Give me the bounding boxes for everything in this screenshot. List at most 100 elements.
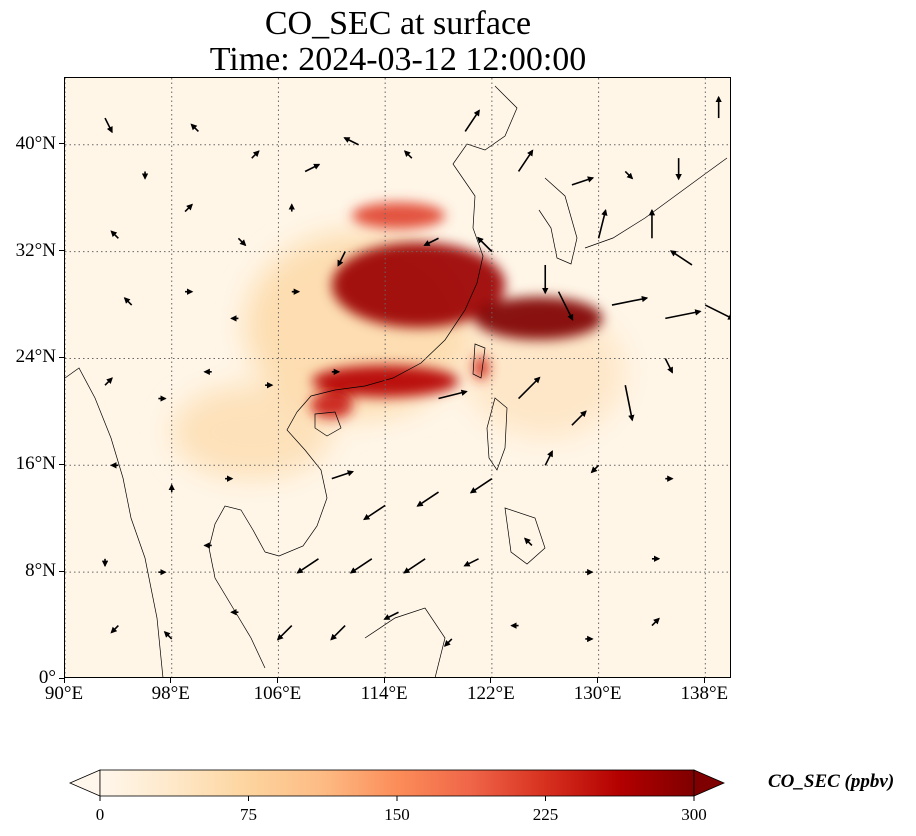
wind-arrow xyxy=(611,295,649,306)
lon-tick-label: 98°E xyxy=(151,683,190,704)
co-field-core-layer xyxy=(310,202,603,419)
lon-tick-label: 90°E xyxy=(44,683,84,704)
wind-arrow xyxy=(571,176,595,186)
wind-arrow xyxy=(337,251,346,267)
co-field-north-china-plain-plume xyxy=(331,242,506,328)
wind-arrow xyxy=(423,237,439,246)
lat-tick-mark xyxy=(59,250,64,252)
co-field-east-china-sea-band xyxy=(474,297,603,340)
wind-arrow xyxy=(557,291,574,321)
wind-arrow xyxy=(704,304,730,320)
wind-arrow xyxy=(517,149,534,172)
wind-arrow xyxy=(443,638,453,647)
wind-arrow xyxy=(343,137,359,146)
lat-tick-mark xyxy=(59,356,64,358)
coastline-hainan xyxy=(314,411,342,437)
lat-tick-label: 40°N xyxy=(15,132,56,154)
coastline-mindanao xyxy=(504,507,546,565)
colorbar-tick-label: 0 xyxy=(95,805,105,824)
lat-tick-mark xyxy=(59,677,64,679)
wind-arrow xyxy=(544,450,553,466)
co-field-pacific-outflow-haze xyxy=(465,305,626,439)
coastline-taiwan xyxy=(472,343,486,379)
colorbar-gradient xyxy=(99,769,695,797)
lat-tick-label: 0° xyxy=(38,667,56,688)
colorbar-tick-label: 225 xyxy=(532,805,559,824)
wind-arrow xyxy=(523,537,533,547)
co-field-northern-patch xyxy=(351,202,446,229)
coastline-korea xyxy=(538,177,578,265)
lon-tick-mark xyxy=(597,678,599,683)
coastline-gulf-of-thailand xyxy=(208,505,266,669)
map-title-line-1: CO_SEC at surface xyxy=(264,5,532,42)
wind-arrow xyxy=(651,617,660,627)
map-title-line-2: Time: 2024-03-12 12:00:00 xyxy=(209,41,587,78)
wind-arrow xyxy=(237,237,247,247)
wind-arrow xyxy=(403,150,413,159)
wind-arrow xyxy=(669,250,693,266)
wind-arrow xyxy=(469,478,493,494)
colorbar-tick-label: 300 xyxy=(681,805,707,824)
wind-arrow xyxy=(104,377,113,386)
lon-tick-mark xyxy=(63,678,65,683)
colorbar-ticks xyxy=(99,796,695,801)
wind-arrow xyxy=(363,504,386,521)
lon-tick-label: 114°E xyxy=(360,683,408,704)
lon-tick-mark xyxy=(276,678,278,683)
wind-arrow xyxy=(296,558,319,574)
wind-arrow xyxy=(664,358,674,374)
lat-tick-label: 8°N xyxy=(25,560,56,582)
colorbar-extend-min xyxy=(68,769,101,797)
coastline-vietnam xyxy=(264,411,328,557)
wind-arrow xyxy=(383,611,399,620)
wind-arrow xyxy=(476,236,493,253)
lat-tick-mark xyxy=(59,570,64,572)
wind-arrow xyxy=(416,491,439,507)
coastline-myanmar xyxy=(65,367,164,677)
lat-tick-label: 24°N xyxy=(15,346,56,368)
wind-arrow xyxy=(190,123,199,132)
wind-arrow xyxy=(110,230,119,239)
colorbar-tick-label: 75 xyxy=(240,805,257,824)
lon-tick-mark xyxy=(383,678,385,683)
lon-tick-mark xyxy=(490,678,492,683)
wind-arrow xyxy=(624,170,634,180)
wind-arrow xyxy=(349,558,373,574)
wind-arrow xyxy=(163,631,173,640)
wind-vectors xyxy=(101,95,730,647)
wind-arrow xyxy=(624,385,635,422)
wind-arrow xyxy=(665,309,702,320)
lon-tick-label: 122°E xyxy=(467,683,515,704)
wind-arrow xyxy=(123,297,133,306)
coastline-china-east xyxy=(296,85,518,413)
wind-arrow xyxy=(438,389,468,400)
colorbar-label: CO_SEC (ppbv) xyxy=(768,771,895,792)
lon-tick-mark xyxy=(703,678,705,683)
lon-tick-label: 138°E xyxy=(680,683,729,704)
lat-tick-mark xyxy=(59,143,64,145)
wind-arrow xyxy=(110,625,119,634)
map-panel xyxy=(64,77,731,678)
lon-tick-label: 130°E xyxy=(573,683,622,704)
wind-arrow xyxy=(517,376,541,400)
wind-arrow xyxy=(331,470,355,480)
co-field-taiwan-spot xyxy=(473,355,490,380)
co-field-indochina-haze xyxy=(171,385,332,479)
wind-arrow xyxy=(330,625,346,641)
co-field-hainan-gulf xyxy=(310,391,354,419)
lat-tick-label: 32°N xyxy=(15,239,56,261)
lon-tick-mark xyxy=(170,678,172,683)
wind-arrow xyxy=(464,109,480,132)
coastline-borneo xyxy=(364,607,446,677)
wind-arrow xyxy=(276,625,293,641)
wind-arrow xyxy=(251,150,260,159)
colorbar-extend-max xyxy=(693,769,726,797)
lon-tick-label: 106°E xyxy=(253,683,302,704)
lat-tick-label: 16°N xyxy=(15,453,56,475)
co-field-south-china-coast-band xyxy=(311,365,459,398)
wind-arrow xyxy=(104,117,113,134)
lat-tick-mark xyxy=(59,463,64,465)
coastlines xyxy=(65,85,728,677)
wind-arrow xyxy=(463,558,479,567)
wind-arrow xyxy=(184,203,193,213)
